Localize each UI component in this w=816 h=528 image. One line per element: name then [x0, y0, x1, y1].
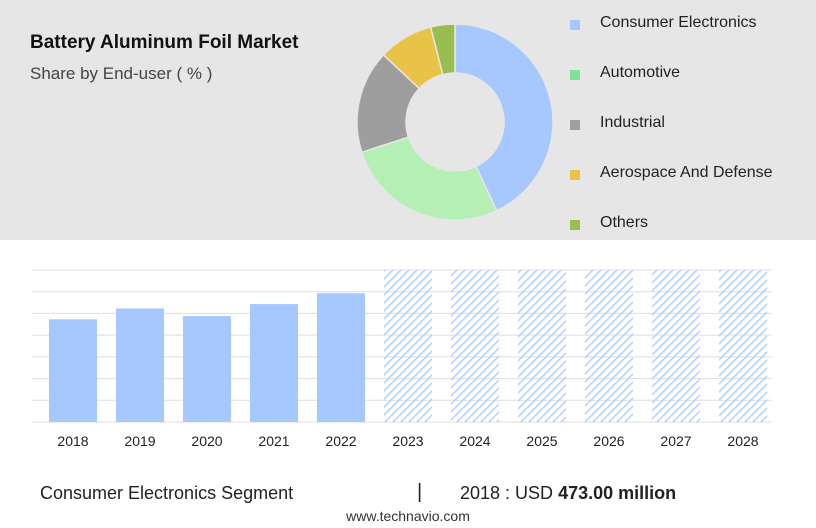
footer-separator: | — [417, 481, 423, 503]
bar-2020 — [183, 316, 231, 422]
legend-label: Aerospace And Defense — [600, 164, 773, 181]
legend-label: Consumer Electronics — [600, 14, 757, 31]
legend-swatch — [570, 220, 580, 230]
x-tick-label: 2020 — [191, 433, 222, 449]
donut-slice-consumer-electronics — [454, 23, 554, 212]
legend-swatch — [570, 20, 580, 30]
footer-amount: 473.00 million — [558, 483, 677, 503]
legend-swatch — [570, 170, 580, 180]
x-tick-label: 2018 — [57, 433, 88, 449]
footer-year-label: 2018 : USD — [460, 483, 554, 503]
donut-chart — [356, 23, 554, 221]
bar-2019 — [116, 308, 164, 422]
x-tick-label: 2028 — [727, 433, 758, 449]
chart-subtitle: Share by End-user ( % ) — [30, 64, 213, 83]
forecast-bar-2027 — [652, 270, 700, 422]
chart-title: Battery Aluminum Foil Market — [30, 32, 299, 53]
x-tick-label: 2022 — [325, 433, 356, 449]
website-link[interactable]: www.technavio.com — [346, 508, 470, 524]
forecast-bar-2024 — [451, 270, 499, 422]
legend-label: Others — [600, 214, 649, 231]
bar-chart: 2018 2019 2020 2021 2022 2023 2024 2025 2026 2027… — [32, 269, 772, 449]
forecast-bar-2026 — [585, 270, 633, 422]
legend-swatch — [570, 70, 580, 80]
bar-2022 — [317, 293, 365, 422]
bar-2021 — [250, 304, 298, 422]
donut-slice-automotive — [360, 136, 498, 221]
legend-swatch — [570, 120, 580, 130]
forecast-bar-2023 — [384, 270, 432, 422]
x-tick-label: 2024 — [459, 433, 490, 449]
x-tick-label: 2021 — [258, 433, 289, 449]
x-tick-label: 2027 — [660, 433, 691, 449]
forecast-bar-2025 — [518, 270, 566, 422]
footer-segment: Consumer Electronics Segment — [40, 483, 294, 503]
forecast-bar-2028 — [719, 270, 767, 422]
donut-slice-others — [429, 23, 456, 76]
legend-label: Industrial — [600, 114, 665, 131]
x-tick-label: 2026 — [593, 433, 624, 449]
legend-label: Automotive — [600, 64, 681, 81]
x-tick-label: 2025 — [526, 433, 557, 449]
footer-value: 2018 : USD 473.00 million — [460, 483, 676, 504]
x-tick-label: 2023 — [392, 433, 423, 449]
x-tick-label: 2019 — [124, 433, 155, 449]
bar-2018 — [49, 319, 97, 422]
